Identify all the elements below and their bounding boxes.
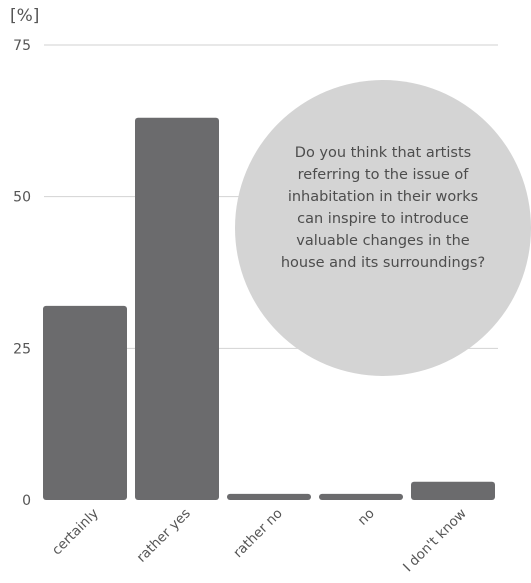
y-tick-label: 25 xyxy=(13,341,31,357)
y-tick-label: 0 xyxy=(22,493,31,509)
bar-2 xyxy=(227,493,311,500)
x-tick-label: rather no xyxy=(230,506,286,562)
x-tick-label: no xyxy=(355,506,378,529)
y-axis-ticks: 0 25 50 75 xyxy=(13,38,31,509)
x-tick-label: I don't know xyxy=(400,506,470,576)
bar-3 xyxy=(319,493,403,500)
y-axis-unit-label: [%] xyxy=(10,6,40,26)
x-tick-label: certainly xyxy=(49,506,102,559)
bar-1 xyxy=(135,117,219,501)
x-tick-label: rather yes xyxy=(134,506,194,566)
x-axis-ticks: certainly rather yes rather no no I don't kn… xyxy=(49,506,470,576)
y-tick-label: 75 xyxy=(13,38,31,54)
question-bubble: Do you think that artists referring to t… xyxy=(235,80,531,376)
bar-0 xyxy=(43,305,127,500)
bars xyxy=(43,117,495,501)
question-text: Do you think that artists referring to t… xyxy=(280,145,486,271)
bar-4 xyxy=(411,481,495,500)
y-tick-label: 50 xyxy=(13,190,31,206)
